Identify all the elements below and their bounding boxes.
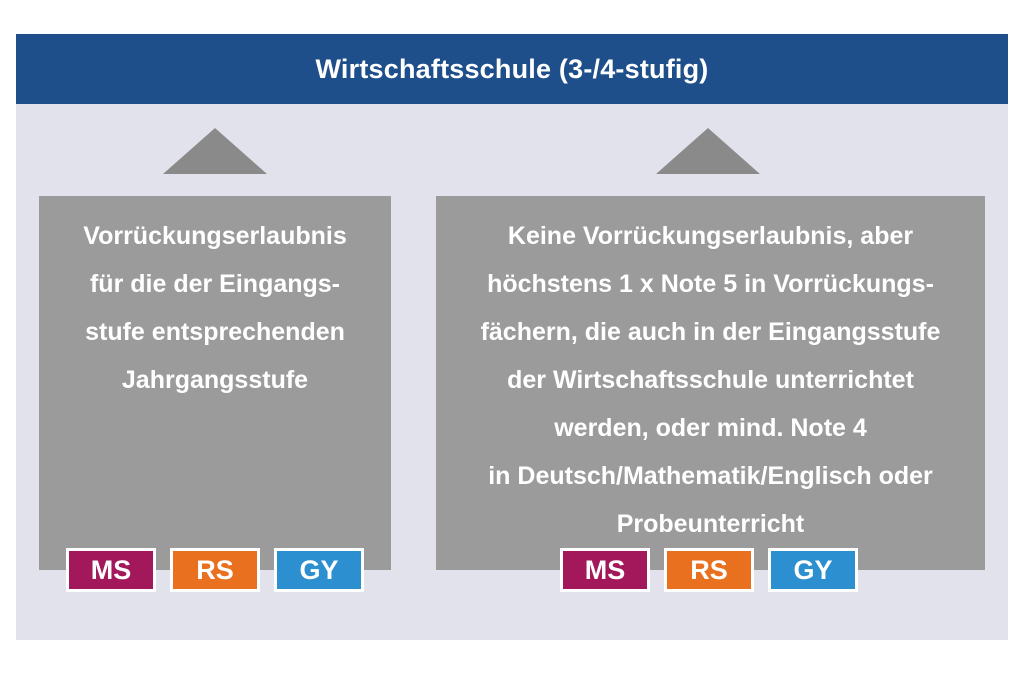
right-text-line: Probeunterricht <box>616 510 805 538</box>
diagram-panel: Wirtschaftsschule (3-/4-stufig) Vorrücku… <box>16 34 1008 640</box>
right-text-line: Keine Vorrückungserlaubnis, aber <box>507 222 914 250</box>
badge-gy: GY <box>768 548 858 592</box>
left-text-line: stufe entsprechenden <box>85 318 345 346</box>
right-text-line: der Wirtschaftsschule unterrichtet <box>507 366 914 394</box>
left-text-line: Jahrgangsstufe <box>121 366 309 394</box>
badge-ms: MS <box>66 548 156 592</box>
right-badges: MS RS GY <box>560 548 858 592</box>
left-text-line: Vorrückungserlaubnis <box>83 222 347 250</box>
left-condition-box: Vorrückungserlaubnis für die der Eingang… <box>39 196 391 570</box>
right-text-line: fächern, die auch in der Eingangsstufe <box>480 318 941 346</box>
badge-rs: RS <box>170 548 260 592</box>
up-arrow-left-icon <box>163 128 267 174</box>
up-arrow-right-icon <box>656 128 760 174</box>
badge-rs: RS <box>664 548 754 592</box>
right-text-line: werden, oder mind. Note 4 <box>554 414 867 442</box>
badge-gy: GY <box>274 548 364 592</box>
left-text-line: für die der Eingangs- <box>89 270 341 298</box>
right-text-line: höchstens 1 x Note 5 in Vorrückungs- <box>487 270 934 298</box>
right-text-line: in Deutsch/Mathematik/Englisch oder <box>488 462 933 490</box>
left-badges: MS RS GY <box>66 548 364 592</box>
badge-ms: MS <box>560 548 650 592</box>
header-title: Wirtschaftsschule (3-/4-stufig) <box>16 34 1008 104</box>
right-condition-box: Keine Vorrückungserlaubnis, aber höchste… <box>436 196 985 570</box>
